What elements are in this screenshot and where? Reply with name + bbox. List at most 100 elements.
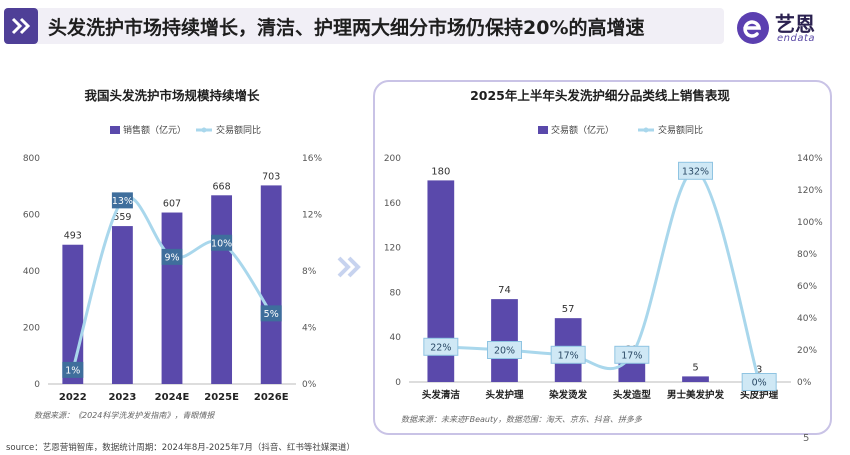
y-right-tick-label: 16% <box>302 154 322 164</box>
legend-bar-swatch <box>538 126 548 134</box>
y-right-tick-label: 8% <box>302 267 317 277</box>
growth-point-box <box>260 305 282 322</box>
growth-point-box <box>111 192 133 209</box>
growth-point-label: 10% <box>211 238 232 249</box>
growth-point-label: 17% <box>558 350 579 361</box>
chart-title: 2025年上半年头发洗护细分品类线上销售表现 <box>470 88 730 103</box>
legend-label: 交易额同比 <box>216 124 261 136</box>
growth-point-label: 5% <box>264 309 279 320</box>
x-tick-label: 2022 <box>59 392 87 403</box>
x-tick-label: 头皮护理 <box>740 389 779 401</box>
bar-value-label: 559 <box>113 212 131 223</box>
y-left-tick-label: 120 <box>384 244 401 254</box>
title-band <box>4 8 724 44</box>
bar <box>211 195 233 384</box>
growth-point-label: 1% <box>65 365 80 376</box>
growth-point-label: 9% <box>164 252 179 263</box>
y-right-tick-label: 40% <box>797 314 817 324</box>
chart-source: 数据来源：未来迹FBeauty，数据范围：淘天、京东、抖音、拼多多 <box>401 415 643 424</box>
growth-point-box <box>62 361 84 378</box>
growth-line <box>71 195 273 371</box>
x-tick-label: 头发造型 <box>613 389 652 401</box>
bar-value-label: 180 <box>431 166 450 177</box>
y-right-tick-label: 0% <box>797 378 812 388</box>
y-right-tick-label: 0% <box>302 380 317 390</box>
x-tick-label: 男士美发护发 <box>667 389 725 401</box>
y-left-tick-label: 600 <box>23 211 40 221</box>
growth-point-box <box>161 248 183 265</box>
y-left-tick-label: 200 <box>23 324 40 334</box>
legend-line-marker <box>201 127 207 133</box>
growth-point-label: 0% <box>752 378 767 389</box>
growth-point-label: 13% <box>112 196 133 207</box>
x-tick-label: 头发护理 <box>485 389 524 401</box>
logo-icon <box>737 12 769 44</box>
bar-value-label: 3 <box>756 365 762 376</box>
growth-point-box <box>211 234 233 251</box>
bar <box>111 226 133 384</box>
bar-value-label: 607 <box>163 199 181 210</box>
brand-logo: 艺恩 endata <box>735 8 845 48</box>
y-right-tick-label: 100% <box>797 218 823 228</box>
bar <box>682 376 709 382</box>
legend-bar-swatch <box>110 126 120 134</box>
header: 头发洗护市场持续增长，清洁、护理两大细分市场仍保持20%的高增速 艺恩 enda… <box>0 0 850 56</box>
bar-value-label: 703 <box>262 171 280 182</box>
logo-text: 艺恩 <box>775 12 815 36</box>
bar-value-label: 5 <box>692 362 698 373</box>
bar-value-label: 74 <box>498 285 511 296</box>
logo-sub: endata <box>777 33 816 44</box>
legend-label: 销售额（亿元） <box>123 124 186 136</box>
legend-label: 交易额（亿元） <box>551 124 614 136</box>
growth-point-box <box>678 161 713 180</box>
bar <box>161 212 183 384</box>
bar <box>491 299 518 382</box>
y-right-tick-label: 60% <box>797 282 817 292</box>
y-right-tick-label: 140% <box>797 154 823 164</box>
x-tick-label: 2025E <box>204 392 239 403</box>
y-left-tick-label: 40 <box>390 333 402 343</box>
y-right-tick-label: 4% <box>302 324 317 334</box>
growth-point-box <box>423 337 459 356</box>
y-left-tick-label: 0 <box>34 380 40 390</box>
x-tick-label: 2026E <box>254 392 289 403</box>
legend-line-marker <box>643 127 649 133</box>
y-right-tick-label: 20% <box>797 346 817 356</box>
y-right-tick-label: 80% <box>797 250 817 260</box>
y-left-tick-label: 160 <box>384 199 401 209</box>
bar-value-label: 57 <box>562 304 575 315</box>
arrow-right-icon <box>336 255 364 283</box>
page-number: 5 <box>803 433 810 444</box>
x-tick-label: 染发烫发 <box>548 389 588 401</box>
chevron-icon-box <box>4 8 38 44</box>
y-left-tick-label: 400 <box>23 267 40 277</box>
growth-point-label: 132% <box>682 166 709 177</box>
y-left-tick-label: 800 <box>23 154 40 164</box>
growth-point-label: 20% <box>494 346 515 357</box>
y-right-tick-label: 120% <box>797 186 823 196</box>
page-title: 头发洗护市场持续增长，清洁、护理两大细分市场仍保持20%的高增速 <box>48 17 645 39</box>
bar-value-label: 493 <box>64 231 82 242</box>
growth-point-box <box>614 345 650 364</box>
bar <box>260 185 282 384</box>
bar-value-label: 668 <box>213 181 231 192</box>
growth-point-label: 17% <box>621 350 642 361</box>
growth-point-label: 22% <box>430 342 451 353</box>
chart-source: 数据来源：《2024科学洗发护发指南》，青眼情报 <box>34 411 215 420</box>
growth-point-box <box>487 341 522 359</box>
x-tick-label: 2024E <box>155 392 190 403</box>
legend-label: 交易额同比 <box>658 124 703 136</box>
y-left-tick-label: 0 <box>395 378 401 388</box>
footer-source: source：艺恩营销智库，数据统计周期：2024年8月-2025年7月（抖音、… <box>6 443 355 453</box>
y-left-tick-label: 200 <box>384 154 401 164</box>
growth-point-box <box>550 345 586 364</box>
chart-title: 我国头发洗护市场规模持续增长 <box>84 88 260 103</box>
y-right-tick-label: 12% <box>302 211 322 221</box>
x-tick-label: 2023 <box>108 392 136 403</box>
growth-point-box <box>741 373 777 391</box>
x-tick-label: 头发清洁 <box>422 389 461 401</box>
double-chevron-icon <box>11 17 31 35</box>
y-left-tick-label: 80 <box>390 288 402 298</box>
